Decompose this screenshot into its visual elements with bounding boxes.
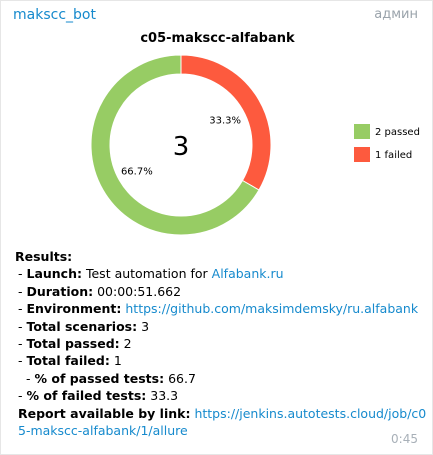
pct-passed-value: 66.7 xyxy=(168,370,196,386)
launch-label: Launch: xyxy=(26,266,82,282)
pct-passed-label: % of passed tests: xyxy=(34,370,165,386)
total-failed-label: Total failed: xyxy=(26,353,110,369)
donut-chart: 33.3% 66.7% 3 2 passed 1 failed xyxy=(90,54,420,236)
slice-label-failed: 33.3% xyxy=(209,116,241,127)
launch-line: - Launch: Test automation for Alfabank.r… xyxy=(18,266,284,282)
environment-label: Environment: xyxy=(26,301,122,317)
total-failed-value: 1 xyxy=(113,353,122,369)
total-passed-label: Total passed: xyxy=(26,336,120,352)
launch-link[interactable]: Alfabank.ru xyxy=(211,266,284,282)
total-passed-value: 2 xyxy=(123,336,132,352)
legend-swatch-1 xyxy=(354,147,370,162)
legend-swatch-0 xyxy=(354,124,370,139)
total-scenarios-value: 3 xyxy=(141,318,150,334)
pct-passed-line: - % of passed tests: 66.7 xyxy=(26,370,196,386)
pie-slice-passed xyxy=(90,54,260,236)
slice-label-passed: 66.7% xyxy=(121,167,153,178)
environment-link[interactable]: https://github.com/maksimdemsky/ru.alfab… xyxy=(125,301,419,317)
pct-failed-value: 33.3 xyxy=(150,388,179,404)
pct-failed-line: - % of failed tests: 33.3 xyxy=(18,388,179,404)
duration-value: 00:00:51.662 xyxy=(97,283,182,299)
report-line: Report available by link: https://jenkin… xyxy=(15,405,427,440)
report-label: Report available by link: xyxy=(18,405,191,421)
duration-label: Duration: xyxy=(26,283,94,299)
total-passed-line: - Total passed: 2 xyxy=(18,336,132,352)
results-text: Results: - Launch: Test automation for A… xyxy=(15,248,427,439)
legend-label-0: 2 passed xyxy=(375,127,420,138)
legend-label-1: 1 failed xyxy=(375,150,412,161)
duration-line: - Duration: 00:00:51.662 xyxy=(18,283,182,299)
total-scenarios-line: - Total scenarios: 3 xyxy=(18,318,150,334)
total-scenarios-label: Total scenarios: xyxy=(26,318,138,334)
chart-image[interactable]: c05-makscc-alfabank 33.3% 66.7% 3 2 passed 1… xyxy=(14,27,421,245)
sender-role-badge: админ xyxy=(374,7,418,22)
chart-center-total: 3 xyxy=(173,132,190,162)
environment-line: - Environment: https://github.com/maksim… xyxy=(18,301,419,317)
message-time: 0:45 xyxy=(391,432,418,446)
sender-name[interactable]: makscc_bot xyxy=(13,7,96,23)
pct-failed-label: % of failed tests: xyxy=(26,388,147,404)
chart-title: c05-makscc-alfabank xyxy=(140,31,295,46)
launch-text: Test automation for xyxy=(85,266,208,282)
results-heading: Results: xyxy=(15,249,73,264)
total-failed-line: - Total failed: 1 xyxy=(18,353,122,369)
report-link[interactable]: https://jenkins.autotests.cloud/job/c05-… xyxy=(18,405,427,439)
